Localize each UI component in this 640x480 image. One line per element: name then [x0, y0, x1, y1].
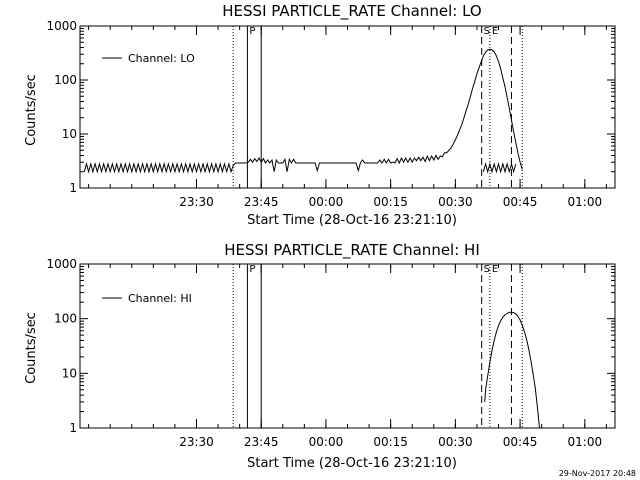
x-tick-label: 23:30	[179, 195, 214, 209]
x-tick-label: 00:30	[438, 435, 473, 449]
chart-title: HESSI PARTICLE_RATE Channel: LO	[222, 2, 481, 21]
event-marker-label: S	[484, 264, 490, 275]
event-marker-label: S	[484, 26, 490, 37]
x-tick-label: 00:30	[438, 195, 473, 209]
x-tick-label: 23:45	[244, 435, 279, 449]
series-line	[83, 48, 523, 174]
x-axis-label: Start Time (28-Oct-16 23:21:10)	[247, 213, 457, 228]
legend-label: Channel: LO	[128, 52, 195, 65]
y-tick-label: 1	[69, 421, 77, 435]
legend-label: Channel: HI	[128, 292, 192, 305]
x-tick-label: 00:15	[373, 195, 408, 209]
y-tick-label: 100	[54, 312, 77, 326]
y-tick-label: 1	[69, 181, 77, 195]
plot-frame	[79, 263, 616, 429]
event-marker-label: E	[492, 264, 498, 275]
x-tick-label: 23:45	[244, 195, 279, 209]
x-tick-label: 00:15	[373, 435, 408, 449]
x-axis-label: Start Time (28-Oct-16 23:21:10)	[247, 456, 457, 471]
event-marker-label: E	[492, 26, 498, 37]
generation-timestamp: 29-Nov-2017 20:48	[559, 469, 636, 478]
x-tick-label: 23:30	[179, 435, 214, 449]
panel-channel-hi: HESSI PARTICLE_RATE Channel: HI Start Ti…	[24, 241, 616, 471]
y-tick-label: 10	[62, 127, 77, 141]
series-line	[482, 162, 517, 174]
y-tick-label: 1000	[46, 19, 77, 33]
y-axis-label: Counts/sec	[24, 312, 39, 384]
event-marker-label: P	[249, 264, 255, 275]
event-marker-label: P	[249, 26, 255, 37]
y-tick-label: 1000	[46, 257, 77, 271]
chart-title: HESSI PARTICLE_RATE Channel: HI	[224, 241, 480, 260]
x-tick-label: 01:00	[568, 195, 603, 209]
x-tick-label: 00:00	[309, 195, 344, 209]
panel-channel-lo: HESSI PARTICLE_RATE Channel: LO Start Ti…	[24, 2, 616, 228]
x-tick-label: 00:45	[503, 195, 538, 209]
y-tick-label: 10	[62, 366, 77, 380]
x-tick-label: 01:00	[568, 435, 603, 449]
y-axis-label: Counts/sec	[24, 74, 39, 146]
x-tick-label: 00:45	[503, 435, 538, 449]
series-line	[484, 311, 540, 429]
x-tick-label: 00:00	[309, 435, 344, 449]
y-tick-label: 100	[54, 73, 77, 87]
